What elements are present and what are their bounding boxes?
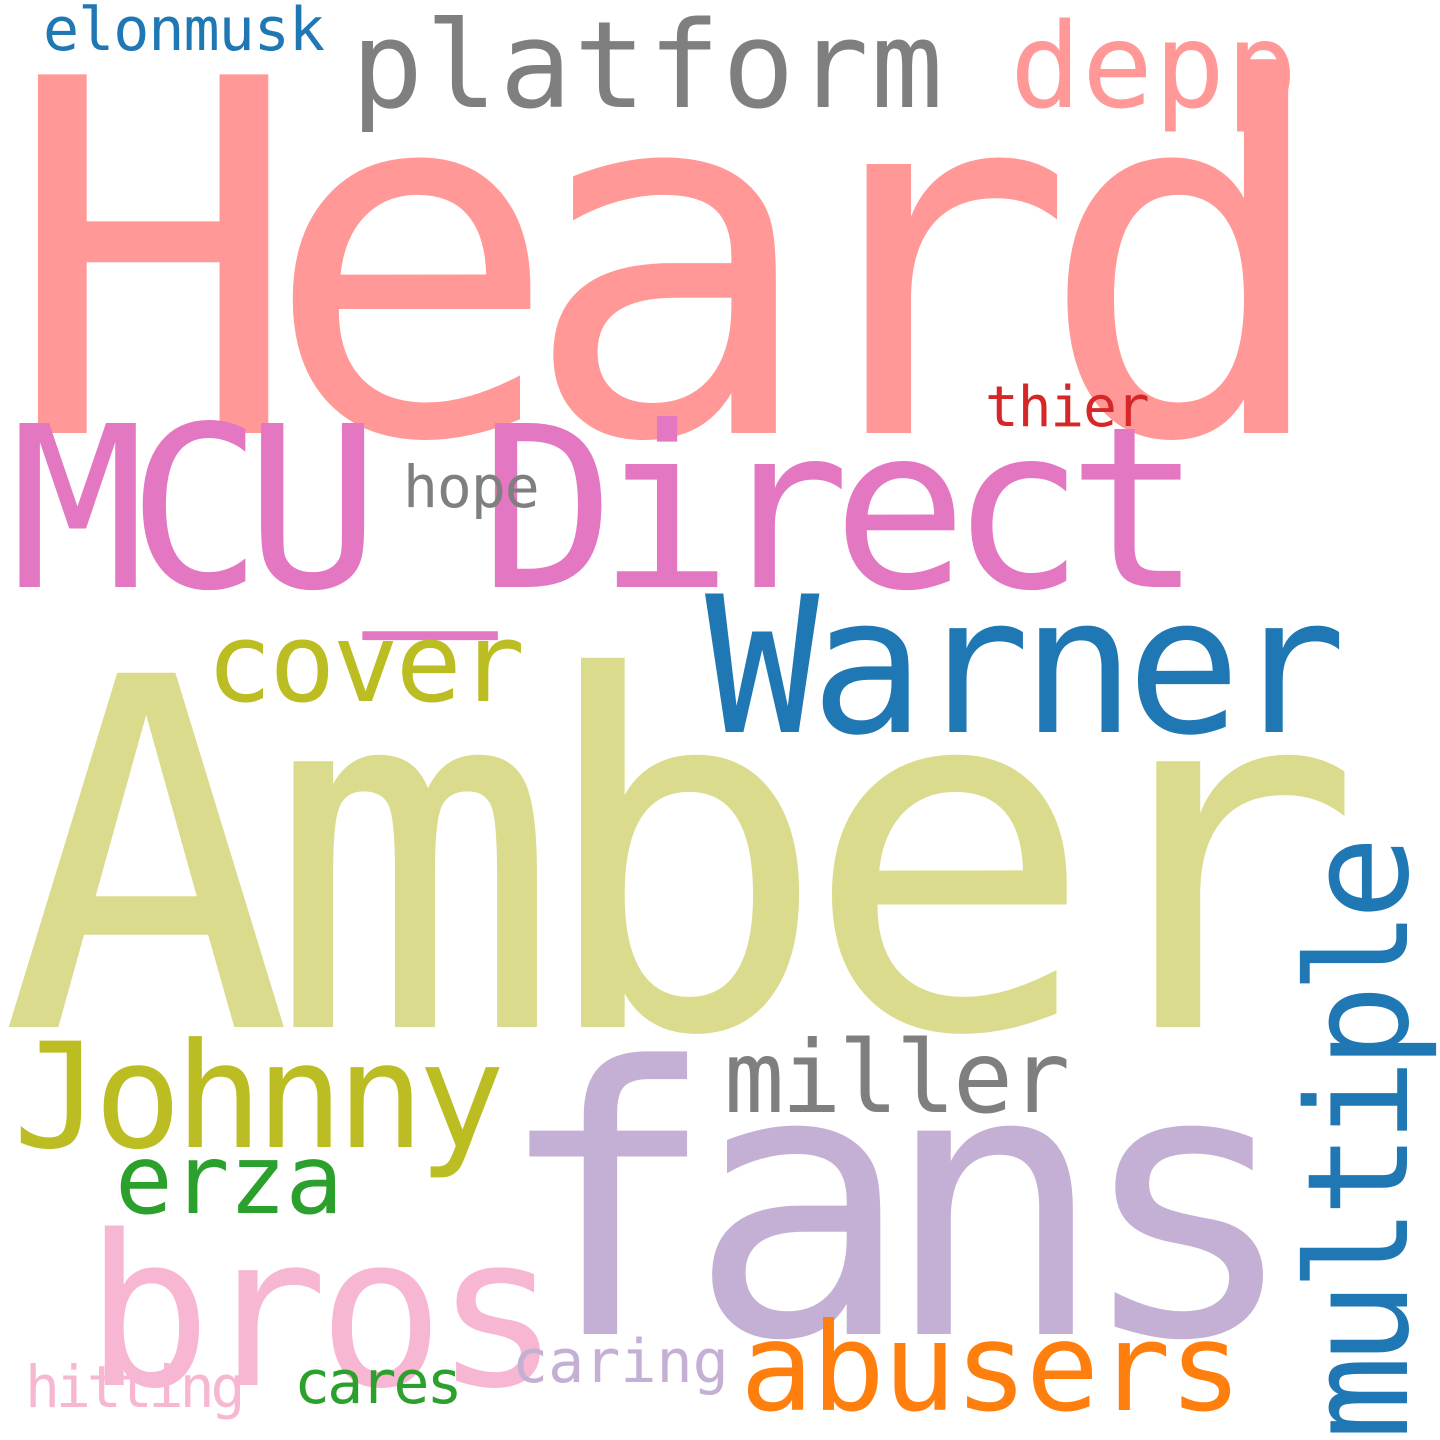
word-multiple: multiple <box>1278 845 1440 1440</box>
word-miller: miller <box>724 1019 1070 1136</box>
word-hope: hope <box>403 453 540 521</box>
word-bros: bros <box>85 1190 561 1435</box>
word-hitting: hitting <box>25 1353 245 1421</box>
word-platform: platform <box>351 0 945 136</box>
word-cover: cover <box>206 599 525 727</box>
word-heard: Heard <box>5 0 1334 550</box>
word-amber: Amber <box>0 576 1363 1142</box>
word-depp: depp <box>1010 0 1299 135</box>
word-abusers: abusers <box>740 1297 1242 1439</box>
word-erza: erza <box>115 1124 343 1236</box>
word-mcu-direct: MCU_Direct <box>10 379 1203 641</box>
word-warner: Warner <box>705 556 1346 777</box>
word-elonmusk: elonmusk <box>43 0 325 65</box>
word-thier: thier <box>985 375 1150 440</box>
word-johnny: Johnny <box>13 1012 505 1182</box>
word-caring: caring <box>512 1327 729 1397</box>
word-fans: fans <box>494 989 1300 1422</box>
word-cares: cares <box>294 1348 463 1418</box>
